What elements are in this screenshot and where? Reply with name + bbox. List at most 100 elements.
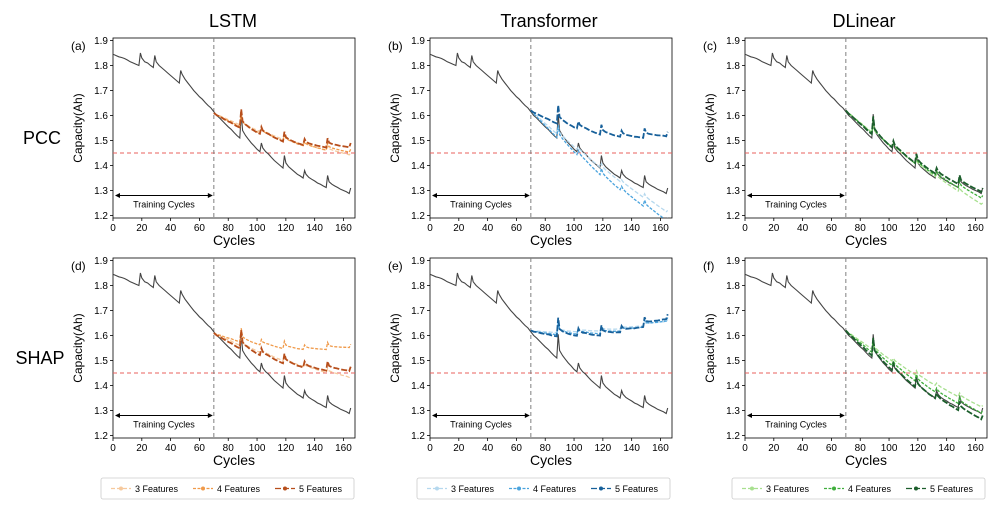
- y-tick-label: 1.6: [94, 331, 108, 342]
- prediction-line: [530, 110, 668, 218]
- axes-frame: [112, 257, 356, 439]
- legend-marker: [750, 486, 754, 491]
- row-label-pcc: PCC: [23, 128, 61, 148]
- prediction-line: [213, 112, 352, 156]
- y-tick-label: 1.8: [94, 61, 108, 72]
- prediction-line: [530, 313, 669, 338]
- axes-frame: [112, 37, 356, 219]
- legend-marker: [914, 486, 918, 491]
- legend-box: [731, 477, 986, 500]
- legend-label: 3 Features: [135, 484, 179, 494]
- y-tick-label: 1.5: [411, 356, 425, 367]
- arrow-head-left: [432, 193, 437, 198]
- panel-label: (e): [388, 259, 403, 273]
- prediction-line: [845, 329, 984, 408]
- row-label-shap: SHAP: [15, 348, 64, 368]
- prediction-line: [213, 330, 352, 373]
- panel-e: 0 20 40 60 80 100 120 140 160 1.2 1.3 1.4 1.5 1.6 1.7 1…: [388, 256, 673, 468]
- x-tick-label: 80: [223, 223, 235, 234]
- actual-capacity-line: [113, 272, 352, 415]
- x-tick-label: 20: [768, 223, 780, 234]
- y-tick-label: 1.5: [411, 136, 425, 147]
- x-tick-label: 0: [110, 443, 116, 454]
- y-tick-label: 1.5: [726, 136, 740, 147]
- legend-marker: [517, 486, 521, 491]
- x-tick-label: 60: [511, 223, 523, 234]
- column-titles: LSTM Transformer DLinear: [209, 11, 896, 31]
- legend-label: 3 Features: [451, 484, 495, 494]
- y-tick-label: 1.6: [411, 111, 425, 122]
- y-tick-label: 1.8: [411, 281, 425, 292]
- legend-marker: [201, 486, 205, 491]
- legend-label: 5 Features: [299, 484, 343, 494]
- x-tick-label: 80: [855, 443, 867, 454]
- x-tick-label: 60: [194, 443, 206, 454]
- x-tick-label: 140: [938, 223, 955, 234]
- y-tick-label: 1.7: [411, 306, 425, 317]
- x-tick-label: 20: [136, 443, 148, 454]
- legend-label: 4 Features: [848, 484, 892, 494]
- actual-capacity-line: [745, 272, 984, 415]
- prediction-line: [213, 112, 352, 154]
- x-tick-label: 120: [595, 223, 612, 234]
- legend-label: 3 Features: [766, 484, 810, 494]
- training-cycles-label: Training Cycles: [133, 200, 195, 210]
- panel-b: 0 20 40 60 80 100 120 140 160 1.2 1.3 1.4 1.5 1.6 1.7 1…: [388, 36, 673, 248]
- y-tick-label: 1.4: [411, 161, 425, 172]
- legends: 3 Features 4 Features 5 Features 3 Features…: [100, 477, 986, 500]
- actual-capacity-line: [745, 52, 984, 195]
- y-tick-label: 1.2: [411, 211, 425, 222]
- y-tick-label: 1.8: [726, 61, 740, 72]
- panel-label: (f): [703, 259, 714, 273]
- y-tick-label: 1.2: [726, 431, 740, 442]
- x-tick-label: 140: [938, 443, 955, 454]
- y-tick-label: 1.8: [726, 281, 740, 292]
- y-tick-label: 1.2: [411, 431, 425, 442]
- x-tick-label: 40: [482, 443, 494, 454]
- x-tick-label: 160: [967, 223, 984, 234]
- x-tick-label: 0: [742, 443, 748, 454]
- x-axis-label: Cycles: [845, 232, 887, 248]
- x-tick-label: 0: [742, 223, 748, 234]
- legend-marker: [832, 486, 836, 491]
- legend-label: 5 Features: [930, 484, 974, 494]
- x-tick-label: 60: [826, 223, 838, 234]
- x-tick-label: 160: [335, 443, 352, 454]
- prediction-line: [845, 330, 984, 415]
- prediction-line: [530, 105, 669, 139]
- column-title-transformer: Transformer: [500, 11, 597, 31]
- prediction-line: [845, 109, 984, 194]
- y-tick-label: 1.4: [411, 381, 425, 392]
- x-tick-label: 40: [482, 223, 494, 234]
- panel-c: 0 20 40 60 80 100 120 140 160 1.2 1.3 1.4 1.5 1.6 1.7 1…: [703, 36, 988, 248]
- y-tick-label: 1.9: [411, 256, 425, 267]
- x-tick-label: 80: [855, 223, 867, 234]
- arrow-head-left: [747, 413, 752, 418]
- prediction-line: [213, 109, 352, 149]
- legend-label: 4 Features: [217, 484, 261, 494]
- x-tick-label: 20: [136, 223, 148, 234]
- panel-label: (d): [71, 259, 86, 273]
- prediction-line: [530, 110, 669, 213]
- y-tick-label: 1.4: [94, 381, 108, 392]
- y-tick-label: 1.7: [726, 306, 740, 317]
- x-tick-label: 20: [453, 223, 465, 234]
- x-tick-label: 100: [566, 443, 583, 454]
- y-axis-label: Capacity(Ah): [71, 93, 85, 162]
- arrow-head-left: [115, 413, 120, 418]
- y-tick-label: 1.4: [726, 161, 740, 172]
- y-tick-label: 1.9: [94, 36, 108, 47]
- arrow-head-right: [524, 193, 530, 198]
- arrow-head-left: [432, 413, 437, 418]
- panel-d: 0 20 40 60 80 100 120 140 160 1.2 1.3 1.4 1.5 1.6 1.7 1…: [71, 256, 356, 468]
- y-tick-label: 1.7: [726, 86, 740, 97]
- y-tick-label: 1.6: [726, 331, 740, 342]
- panel-label: (c): [703, 39, 717, 53]
- panel-f: 0 20 40 60 80 100 120 140 160 1.2 1.3 1.4 1.5 1.6 1.7 1…: [703, 256, 988, 468]
- legend-lstm: 3 Features 4 Features 5 Features: [100, 477, 355, 500]
- prediction-line: [845, 110, 984, 206]
- panels: 0 20 40 60 80 100 120 140 160 1.2 1.3 1.4 1.5 1.6 1.7 1…: [71, 36, 988, 468]
- x-tick-label: 100: [249, 223, 266, 234]
- panel-a: 0 20 40 60 80 100 120 140 160 1.2 1.3 1.4 1.5 1.6 1.7 1…: [71, 36, 356, 248]
